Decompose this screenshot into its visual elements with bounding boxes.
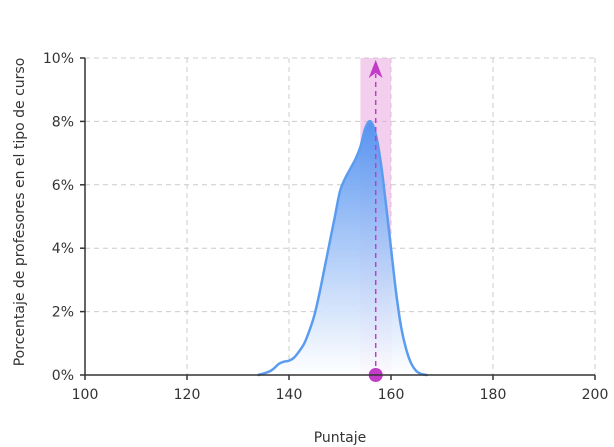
y-tick-label: 2% [52, 305, 74, 321]
x-tick-label: 100 [72, 387, 99, 403]
x-axis-title: Puntaje [314, 430, 367, 446]
y-tick-label: 10% [43, 51, 74, 67]
y-tick-label: 6% [52, 178, 74, 194]
y-tick-label: 8% [52, 114, 74, 130]
x-tick-label: 140 [276, 387, 303, 403]
y-tick-labels: 0% 2% 4% 6% 8% 10% [43, 51, 74, 384]
x-tick-label: 180 [480, 387, 507, 403]
y-axis-title: Porcentaje de profesores en el tipo de c… [12, 58, 28, 367]
x-tick-label: 200 [582, 387, 609, 403]
y-tick-label: 4% [52, 241, 74, 257]
y-tick-label: 0% [52, 368, 74, 384]
x-tick-label: 120 [174, 387, 201, 403]
x-tick-labels: 100 120 140 160 180 200 [72, 387, 609, 403]
x-tick-label: 160 [378, 387, 405, 403]
